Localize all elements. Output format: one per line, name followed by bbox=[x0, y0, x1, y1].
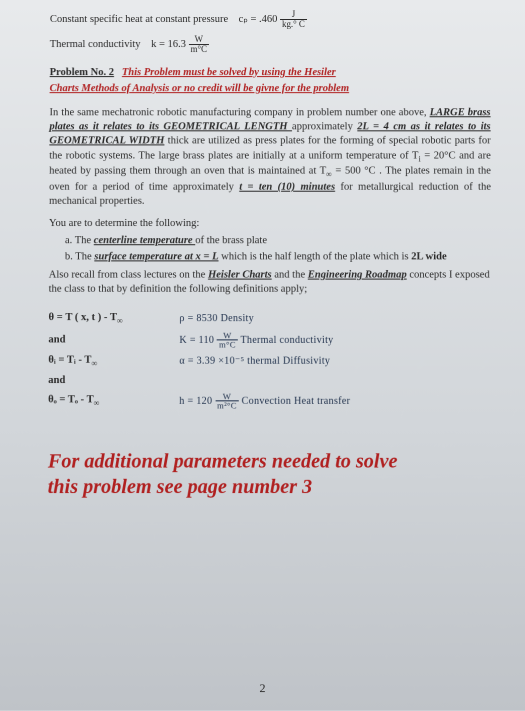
sub-inf-2: ∞ bbox=[91, 359, 97, 368]
def-row-3: θᵢ = Tᵢ - T∞ α = 3.39 ×10⁻⁵ thermal Diff… bbox=[48, 353, 492, 369]
theta-o-eq: θₒ = Tₒ - T∞ bbox=[48, 393, 179, 409]
cp-unit-den: kg.° C bbox=[280, 20, 307, 29]
k-unit-fraction: W m°C bbox=[189, 35, 209, 54]
problem-paragraph: In the same mechatronic robotic manufact… bbox=[49, 106, 491, 209]
determine-block: You are to determine the following: a. T… bbox=[49, 217, 492, 297]
specific-heat-label: Constant specific heat at constant press… bbox=[50, 14, 228, 25]
determine-a: a. The centerline temperature of the bra… bbox=[65, 234, 491, 248]
problem-instruction-1: This Problem must be solved by using the… bbox=[122, 67, 336, 78]
cta-line2: this problem see page number 3 bbox=[48, 474, 493, 500]
also-ul1: Heisler Charts bbox=[208, 269, 272, 280]
handwriting-k: K = 110 W m°C Thermal conductivity bbox=[179, 331, 333, 349]
theta-i-text: θᵢ = Tᵢ - T bbox=[48, 355, 91, 366]
cta-block: For additional parameters needed to solv… bbox=[48, 449, 493, 500]
thermal-cond-line: Thermal conductivity k = 16.3 W m°C bbox=[50, 35, 491, 54]
b-pre: b. The bbox=[65, 251, 94, 262]
sub-inf: ∞ bbox=[326, 170, 332, 179]
problem-instruction-2: Charts Methods of Analysis or no credit … bbox=[50, 83, 350, 94]
determine-b: b. The surface temperature at x = L whic… bbox=[65, 250, 491, 264]
b-bold: 2L wide bbox=[411, 251, 447, 262]
and-2: and bbox=[48, 374, 179, 388]
k-symbol: k = 16.3 bbox=[151, 39, 186, 50]
thermal-cond-label: Thermal conductivity bbox=[50, 39, 141, 50]
theta-eq-text: θ = T ( x, t ) - T bbox=[49, 312, 117, 323]
b-ul: surface temperature at x = L bbox=[94, 251, 218, 262]
handwriting-alpha: α = 3.39 ×10⁻⁵ thermal Diffusivity bbox=[179, 355, 330, 369]
problem-title: Problem No. 2 This Problem must be solve… bbox=[50, 66, 491, 80]
and-1: and bbox=[48, 333, 179, 347]
page-number: 2 bbox=[259, 680, 265, 697]
sub-inf-3: ∞ bbox=[94, 398, 100, 407]
also-recall: Also recall from class lectures on the H… bbox=[49, 268, 492, 297]
hw-h-frac: W m²°C bbox=[215, 392, 239, 410]
determine-lead: You are to determine the following: bbox=[49, 217, 491, 231]
para-l: t = ten (10) minutes bbox=[239, 182, 335, 193]
a-pre: a. The bbox=[65, 235, 94, 246]
specific-heat-line: Constant specific heat at constant press… bbox=[50, 10, 490, 29]
k-unit-den: m°C bbox=[189, 45, 209, 54]
hw-k-frac: W m°C bbox=[217, 331, 238, 349]
sub-i: i bbox=[418, 154, 420, 163]
a-post: of the brass plate bbox=[195, 235, 267, 246]
para-j: = 500 °C bbox=[335, 166, 375, 177]
hw-k-val: K = 110 bbox=[179, 335, 217, 346]
problem-instruction-2-wrap: Charts Methods of Analysis or no credit … bbox=[50, 82, 491, 96]
handwriting-rho: ρ = 8530 Density bbox=[179, 312, 254, 326]
cp-symbol: cₚ = .460 bbox=[239, 14, 278, 25]
hw-k-den: m°C bbox=[217, 341, 238, 350]
document-page: Constant specific heat at constant press… bbox=[0, 0, 525, 711]
def-row-4: and bbox=[48, 374, 492, 388]
para-c: approximately bbox=[292, 121, 357, 132]
hw-h-den: m²°C bbox=[215, 402, 239, 411]
def-row-1: θ = T ( x, t ) - T∞ ρ = 8530 Density bbox=[48, 311, 491, 327]
def-row-2: and K = 110 W m°C Thermal conductivity bbox=[48, 331, 491, 349]
hw-h-val: h = 120 bbox=[179, 395, 215, 406]
hw-h-label: Convection Heat transfer bbox=[242, 395, 351, 406]
theta-o-text: θₒ = Tₒ - T bbox=[48, 394, 94, 405]
handwriting-h: h = 120 W m²°C Convection Heat transfer bbox=[179, 392, 350, 410]
also-mid: and the bbox=[274, 269, 307, 280]
also-ul2: Engineering Roadmap bbox=[308, 269, 407, 280]
para-a: In the same mechatronic robotic manufact… bbox=[49, 107, 429, 118]
cta-line1: For additional parameters needed to solv… bbox=[48, 449, 493, 474]
also-pre: Also recall from class lectures on the bbox=[49, 269, 208, 280]
sub-inf-1: ∞ bbox=[117, 316, 123, 325]
hw-k-label: Thermal conductivity bbox=[240, 335, 333, 346]
b-post: which is the half length of the plate wh… bbox=[221, 251, 411, 262]
para-g: = 20°C bbox=[424, 150, 455, 161]
theta-eq: θ = T ( x, t ) - T∞ bbox=[48, 311, 179, 327]
problem-number: Problem No. 2 bbox=[50, 67, 114, 78]
definitions-block: θ = T ( x, t ) - T∞ ρ = 8530 Density and… bbox=[48, 311, 492, 410]
theta-i-eq: θᵢ = Tᵢ - T∞ bbox=[48, 353, 179, 369]
cp-unit-fraction: J kg.° C bbox=[280, 10, 307, 29]
def-row-5: θₒ = Tₒ - T∞ h = 120 W m²°C Convection H… bbox=[48, 392, 492, 410]
a-ul: centerline temperature bbox=[94, 235, 195, 246]
